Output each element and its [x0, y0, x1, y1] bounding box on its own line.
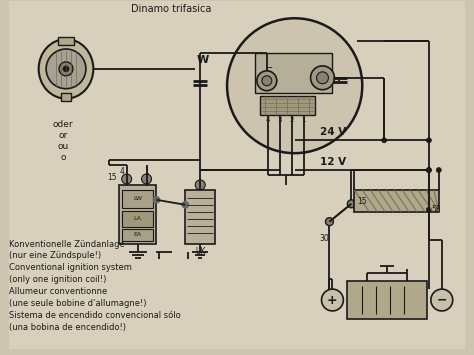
Text: UK: UK — [195, 247, 205, 256]
Circle shape — [427, 207, 431, 212]
Text: Allumeur conventionne: Allumeur conventionne — [9, 287, 108, 296]
Text: 15: 15 — [357, 197, 367, 206]
Bar — [347, 281, 427, 319]
Text: 12 V: 12 V — [319, 157, 346, 167]
Text: o: o — [60, 153, 66, 162]
Circle shape — [427, 168, 431, 173]
Text: W: W — [196, 55, 209, 65]
Text: ou: ou — [57, 142, 69, 151]
Text: 4: 4 — [265, 118, 270, 124]
Text: Sistema de encendido convencional sólo: Sistema de encendido convencional sólo — [9, 311, 181, 320]
Bar — [118, 185, 156, 245]
Circle shape — [227, 18, 362, 153]
Circle shape — [347, 200, 356, 208]
Circle shape — [142, 174, 152, 184]
Bar — [185, 190, 215, 245]
Text: (only one ignition coil!): (only one ignition coil!) — [9, 275, 107, 284]
Text: 4: 4 — [119, 167, 124, 176]
Bar — [61, 93, 71, 100]
Text: (una bobina de encendido!): (una bobina de encendido!) — [9, 323, 127, 332]
Circle shape — [427, 138, 431, 143]
Circle shape — [182, 202, 188, 208]
Circle shape — [326, 218, 333, 226]
Circle shape — [382, 138, 387, 143]
Circle shape — [427, 168, 431, 173]
Bar — [122, 211, 154, 226]
Text: −: − — [265, 63, 273, 73]
Text: 30: 30 — [319, 234, 329, 242]
Circle shape — [317, 72, 328, 84]
Bar — [255, 53, 332, 93]
Text: −: − — [437, 294, 447, 306]
Text: 15: 15 — [107, 173, 117, 181]
Text: oder: oder — [53, 120, 73, 130]
Bar — [354, 190, 439, 212]
Bar — [122, 190, 154, 208]
Bar — [260, 95, 315, 115]
Circle shape — [262, 76, 272, 86]
Text: +: + — [327, 294, 338, 306]
Circle shape — [59, 62, 73, 76]
Text: 1: 1 — [144, 167, 149, 176]
Text: Konventionelle Zündanlage: Konventionelle Zündanlage — [9, 240, 125, 248]
Circle shape — [310, 66, 335, 90]
Text: LW: LW — [133, 196, 142, 201]
Circle shape — [431, 289, 453, 311]
Circle shape — [195, 180, 205, 190]
Text: 2: 2 — [290, 118, 294, 124]
Circle shape — [63, 66, 69, 72]
Circle shape — [154, 197, 159, 203]
Text: 1: 1 — [301, 118, 306, 124]
Text: 58: 58 — [432, 205, 441, 214]
Circle shape — [321, 289, 343, 311]
Text: 24 V: 24 V — [319, 127, 346, 137]
Text: EA: EA — [134, 232, 142, 237]
Ellipse shape — [39, 39, 93, 99]
Text: 3: 3 — [277, 118, 282, 124]
Circle shape — [122, 174, 132, 184]
Text: or: or — [58, 131, 68, 140]
Text: LA: LA — [134, 216, 142, 221]
Text: (nur eine Zündspule!): (nur eine Zündspule!) — [9, 251, 101, 261]
Circle shape — [257, 71, 277, 91]
Bar — [122, 229, 154, 240]
Text: (une seule bobine d’allumagne!): (une seule bobine d’allumagne!) — [9, 299, 147, 308]
Circle shape — [46, 49, 86, 89]
Text: Conventional ignition system: Conventional ignition system — [9, 263, 132, 272]
Circle shape — [437, 168, 441, 173]
Text: Dinamo trifasica: Dinamo trifasica — [131, 4, 211, 14]
Bar — [58, 37, 74, 45]
